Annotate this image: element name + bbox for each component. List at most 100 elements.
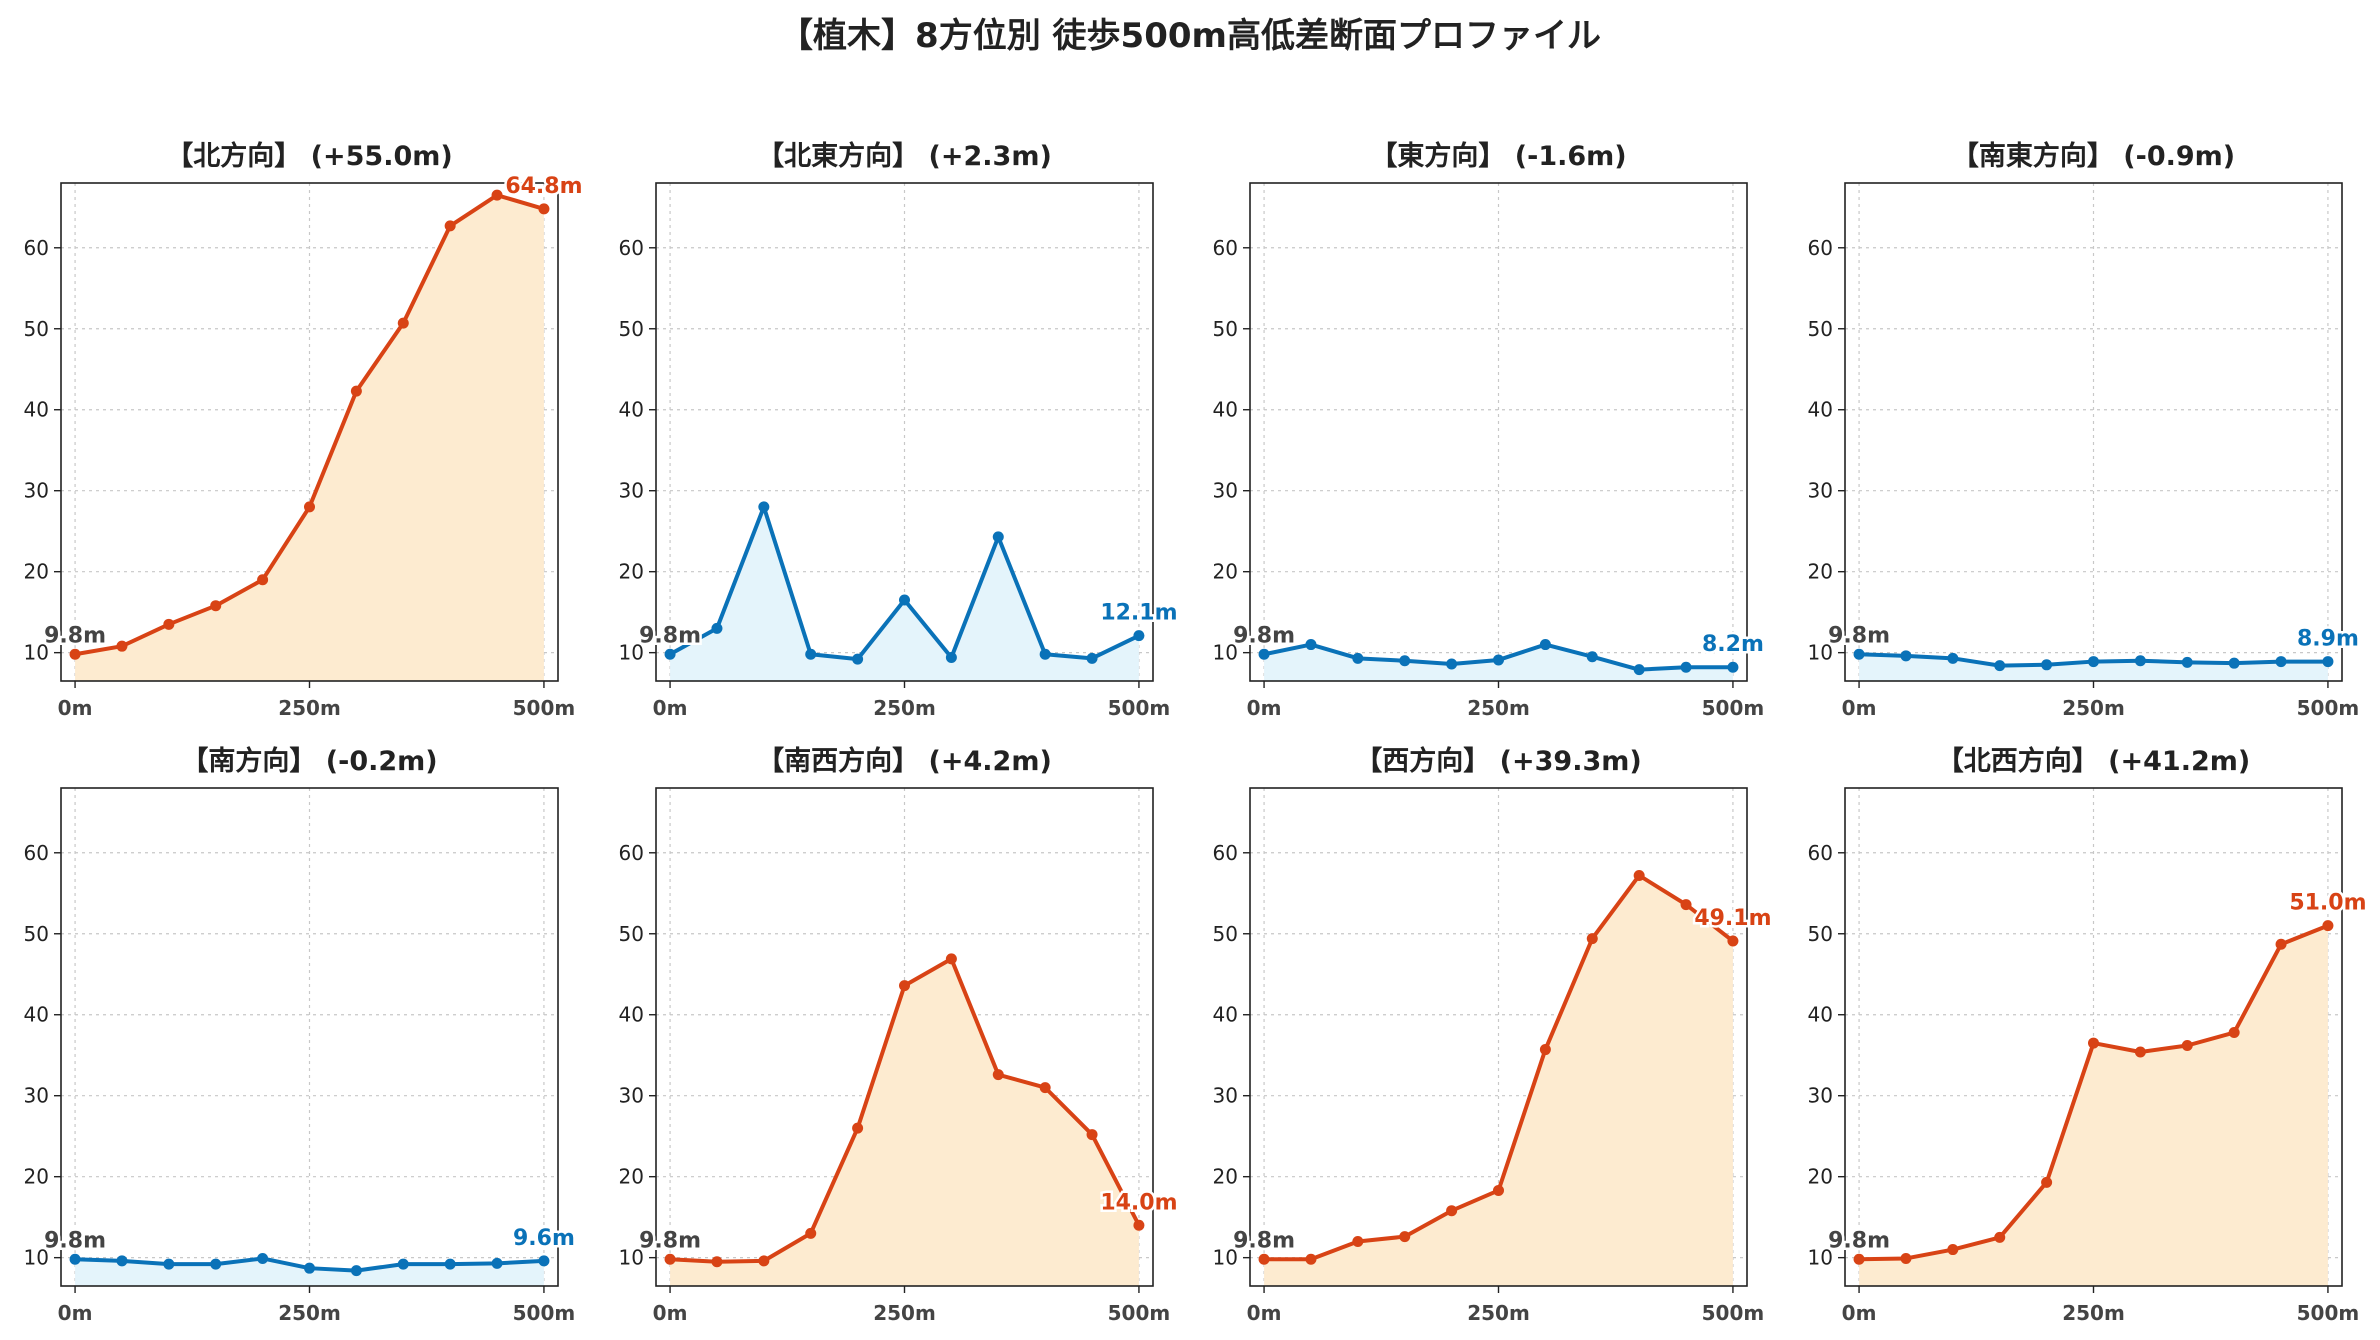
data-point (1133, 1219, 1145, 1231)
data-point (116, 640, 128, 652)
data-point (257, 574, 269, 586)
data-point (1399, 655, 1411, 667)
start-label: 9.8m (1233, 1228, 1295, 1253)
subplot-title: 【北方向】 (+55.0m) (166, 140, 452, 172)
y-tick-label: 40 (1808, 1003, 1833, 1027)
subplot-6: 【南西方向】 (+4.2m) 10 20 30 40 50 60 0m 250m 500m 9.8m… (619, 745, 1180, 1325)
subplot-title: 【北西方向】 (+41.2m) (1937, 745, 2250, 777)
x-tick-label: 250m (873, 1301, 936, 1325)
data-point (304, 501, 315, 513)
y-tick-label: 30 (1808, 1084, 1833, 1108)
data-point (2275, 938, 2287, 950)
data-point (1258, 1253, 1270, 1265)
data-point (163, 618, 175, 630)
y-tick-label: 20 (1213, 560, 1238, 584)
x-tick-label: 500m (1702, 696, 1765, 720)
end-label: 8.2m (1702, 632, 1764, 657)
y-tick-label: 20 (24, 1165, 49, 1189)
data-point (304, 1262, 315, 1274)
x-tick-label: 250m (1467, 696, 1530, 720)
subplot-5: 【南方向】 (-0.2m) 10 20 30 40 50 60 0m 250m 500m 9.8m 9… (24, 745, 578, 1325)
data-point (2181, 656, 2193, 668)
data-point (1633, 664, 1645, 676)
x-tick-label: 250m (2062, 696, 2125, 720)
y-tick-label: 10 (1213, 1246, 1238, 1270)
y-tick-label: 50 (1808, 922, 1833, 946)
data-point (1039, 1082, 1051, 1094)
y-tick-label: 60 (619, 841, 644, 865)
end-label: 9.6m (513, 1226, 575, 1251)
data-point (899, 980, 910, 992)
data-point (1727, 935, 1739, 947)
x-tick-label: 250m (278, 696, 341, 720)
data-point (1446, 1205, 1458, 1217)
data-point (1039, 648, 1051, 660)
y-tick-label: 50 (1808, 317, 1833, 341)
data-point (210, 1258, 222, 1270)
data-point (2088, 1037, 2099, 1049)
area-fill (1859, 925, 2328, 1286)
subplot-title: 【西方向】 (+39.3m) (1355, 745, 1641, 777)
subplot-7: 【西方向】 (+39.3m) 10 20 30 40 50 60 0m 250m 500m 9.8m… (1213, 745, 1774, 1325)
data-point (163, 1258, 175, 1270)
data-point (758, 501, 770, 513)
data-point (350, 385, 362, 397)
x-tick-label: 500m (1108, 1301, 1171, 1325)
end-label: 14.0m (1100, 1190, 1177, 1215)
y-tick-label: 10 (1808, 1246, 1833, 1270)
subplot-title: 【南東方向】 (-0.9m) (1952, 140, 2235, 172)
data-point (69, 1253, 81, 1265)
y-tick-label: 50 (1213, 317, 1238, 341)
data-point (664, 1253, 676, 1265)
start-label: 9.8m (1828, 1228, 1890, 1253)
data-point (350, 1265, 362, 1277)
plot-frame (1844, 182, 2343, 682)
y-tick-label: 30 (1213, 479, 1238, 503)
data-point (397, 1258, 409, 1270)
data-point (1305, 639, 1317, 651)
y-tick-label: 50 (1213, 922, 1238, 946)
data-point (2041, 1176, 2053, 1188)
y-tick-label: 30 (24, 1084, 49, 1108)
plot-frame (1249, 182, 1748, 682)
data-point (664, 648, 676, 660)
data-point (2041, 659, 2053, 671)
data-point (899, 594, 910, 606)
area-fill (75, 195, 544, 681)
data-point (1352, 1235, 1364, 1247)
y-tick-label: 30 (619, 479, 644, 503)
y-tick-label: 30 (1213, 1084, 1238, 1108)
x-tick-label: 500m (1702, 1301, 1765, 1325)
x-tick-label: 0m (653, 1301, 688, 1325)
data-point (1446, 658, 1458, 670)
data-point (1305, 1253, 1317, 1265)
data-point (491, 189, 503, 201)
y-tick-label: 20 (1213, 1165, 1238, 1189)
data-point (1680, 899, 1692, 911)
x-tick-label: 250m (1467, 1301, 1530, 1325)
y-tick-label: 40 (1213, 1003, 1238, 1027)
subplot-2: 【北東方向】 (+2.3m) 10 20 30 40 50 60 0m 250m 500m 9.8m… (619, 140, 1180, 720)
x-tick-label: 500m (2297, 1301, 2360, 1325)
data-point (992, 531, 1004, 543)
data-point (758, 1255, 770, 1267)
y-tick-label: 10 (1808, 641, 1833, 665)
data-point (1994, 1231, 2006, 1243)
data-point (491, 1257, 503, 1269)
y-tick-label: 40 (619, 398, 644, 422)
data-point (1086, 652, 1098, 664)
data-point (1900, 650, 1912, 662)
data-point (2134, 655, 2146, 667)
subplot-8: 【北西方向】 (+41.2m) 10 20 30 40 50 60 0m 250m 500m 9.8… (1808, 745, 2369, 1325)
x-tick-label: 250m (873, 696, 936, 720)
y-tick-label: 50 (619, 922, 644, 946)
area-fill (1859, 654, 2328, 681)
y-tick-label: 20 (619, 1165, 644, 1189)
x-tick-label: 0m (1247, 696, 1282, 720)
y-tick-label: 50 (24, 317, 49, 341)
data-point (1586, 933, 1598, 945)
y-tick-label: 60 (1213, 236, 1238, 260)
data-point (852, 1122, 864, 1134)
y-tick-label: 60 (619, 236, 644, 260)
data-point (805, 1227, 817, 1239)
